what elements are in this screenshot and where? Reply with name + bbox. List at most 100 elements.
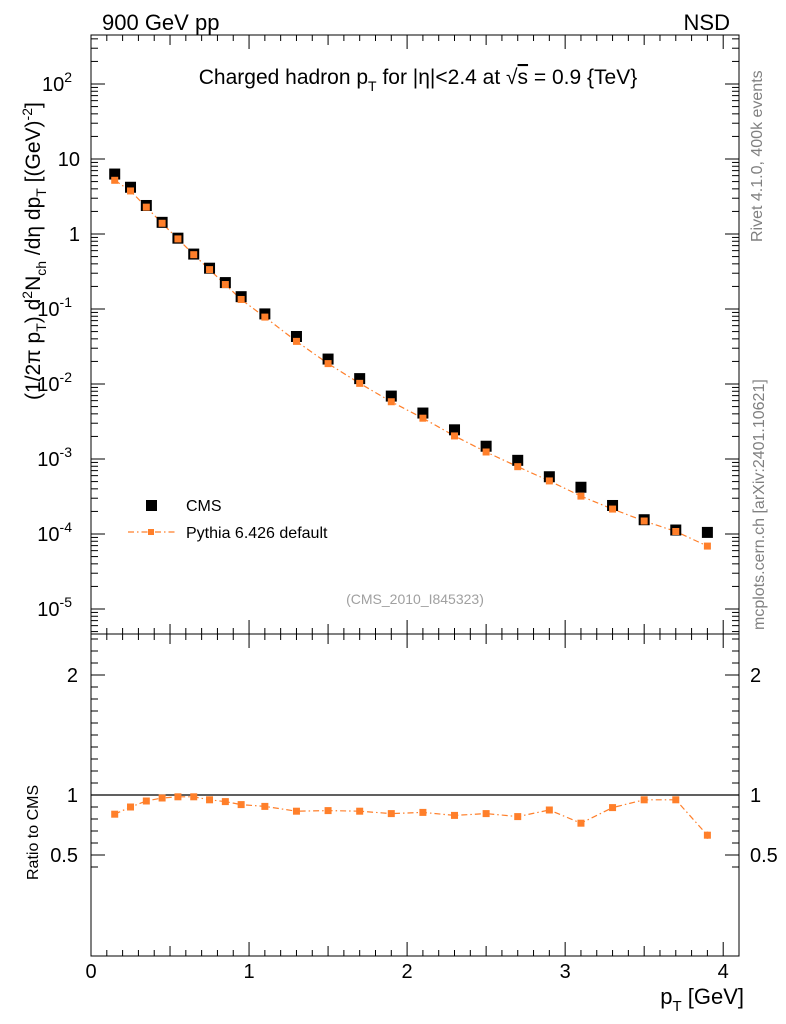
ratio-data-point	[577, 819, 585, 827]
main-ytick-label: 1	[69, 224, 80, 246]
cms-data-point	[449, 424, 461, 436]
ratio-data-marks	[111, 793, 711, 839]
main-ytick-label: 10-3	[37, 444, 72, 471]
pythia-data-point	[545, 477, 553, 485]
main-y-axis-label: (1/2π pT) d2Nch /dη dpT [(GeV)-2]	[19, 102, 49, 400]
pythia-data-point	[221, 281, 229, 289]
main-ytick-label: 10	[58, 149, 80, 171]
header-left: 900 GeV pp	[102, 10, 219, 35]
pythia-data-point	[609, 505, 617, 513]
ratio-data-point	[142, 797, 150, 805]
cms-data-point	[701, 526, 713, 538]
ratio-data-point	[609, 804, 617, 812]
pythia-data-point	[419, 414, 427, 422]
cms-data-point	[385, 390, 397, 402]
ratio-data-point	[237, 801, 245, 809]
header-right: NSD	[684, 10, 730, 35]
ratio-data-point	[451, 811, 459, 819]
pythia-data-point	[158, 219, 166, 227]
ratio-data-point	[387, 810, 395, 818]
ratio-data-point	[356, 807, 364, 815]
ratio-data-point	[111, 810, 119, 818]
ratio-data-point	[514, 813, 522, 821]
pythia-data-point	[127, 187, 135, 195]
pythia-data-point	[640, 517, 648, 525]
pythia-data-point	[514, 463, 522, 471]
x-tick-label: 3	[560, 961, 571, 983]
ratio-data-point	[545, 806, 553, 814]
pythia-data-point	[387, 398, 395, 406]
cms-data-point	[543, 471, 555, 483]
cms-data-point	[607, 499, 619, 511]
legend-label-pythia: Pythia 6.426 default	[186, 525, 328, 542]
x-tick-label: 0	[85, 961, 96, 983]
cms-data-point	[480, 440, 492, 452]
ratio-y-axis-label: Ratio to CMS	[25, 785, 42, 880]
pythia-data-point	[356, 379, 364, 387]
ratio-data-point	[190, 793, 198, 801]
cms-data-point	[354, 373, 366, 385]
ratio-ytick-label-left: 1	[67, 785, 78, 807]
pythia-data-point	[142, 203, 150, 211]
ratio-data-point	[206, 796, 214, 804]
cms-data-point	[512, 454, 524, 466]
pythia-data-point	[111, 176, 119, 184]
x-axis-label: pT [GeV]	[660, 984, 744, 1015]
pythia-data-point	[174, 235, 182, 243]
cms-data-point	[109, 168, 121, 180]
pythia-data-point	[292, 337, 300, 345]
main-ytick-label: 10-1	[37, 294, 72, 321]
ratio-data-point	[261, 802, 269, 810]
ratio-ytick-label-left: 2	[67, 665, 78, 687]
main-ytick-label: 102	[42, 69, 72, 96]
x-tick-label: 2	[402, 961, 413, 983]
main-plot-title: Charged hadron pT for |η|<2.4 at √s = 0.…	[199, 66, 637, 94]
pythia-data-point	[206, 266, 214, 274]
ratio-data-point	[127, 803, 135, 811]
ratio-ytick-label-right: 0.5	[750, 845, 778, 867]
pythia-data-point	[237, 295, 245, 303]
ratio-data-point	[158, 794, 166, 802]
legend-marker-cms	[146, 500, 157, 511]
ratio-data-point	[672, 796, 680, 804]
rivet-version-label: Rivet 4.1.0, 400k events	[749, 70, 766, 242]
pythia-data-point	[703, 542, 711, 550]
cms-data-point	[290, 330, 302, 342]
pythia-data-point	[261, 313, 269, 321]
x-tick-label: 1	[243, 961, 254, 983]
mcplots-label: mcplots.cern.ch [arXiv:2401.10621]	[751, 379, 768, 630]
pythia-data-point	[672, 527, 680, 535]
analysis-id-annotation: (CMS_2010_I845323)	[346, 591, 484, 607]
ratio-data-point	[703, 831, 711, 839]
ratio-data-point	[221, 798, 229, 806]
cms-data-point	[125, 181, 137, 193]
main-ytick-label: 10-4	[37, 519, 72, 546]
ratio-data-point	[174, 793, 182, 801]
ratio-axis-ticks: 0.5 0.5 1 1 2 2 0 1 2 3 4	[50, 634, 778, 983]
ratio-ytick-label-right: 1	[750, 785, 761, 807]
pythia-data-point	[482, 448, 490, 456]
main-axis-ticks: 10-5 10-4 10-3 10-2 10-1 1 10 102	[37, 35, 740, 634]
ratio-data-point	[292, 807, 300, 815]
main-data-marks	[109, 168, 713, 550]
main-ytick-label: 10-2	[37, 369, 72, 396]
ratio-data-point	[482, 810, 490, 818]
pythia-data-point	[451, 432, 459, 440]
ratio-data-point	[640, 796, 648, 804]
cms-data-point	[322, 353, 334, 365]
pythia-data-point	[324, 360, 332, 368]
ratio-ytick-label-left: 0.5	[50, 845, 78, 867]
pythia-data-point	[190, 251, 198, 259]
legend-label-cms: CMS	[186, 498, 222, 515]
pythia-series-line	[114, 179, 708, 547]
pythia-data-point	[577, 492, 585, 500]
cms-data-point	[575, 481, 587, 493]
ratio-series-line	[114, 796, 708, 836]
ratio-data-point	[419, 808, 427, 816]
main-ytick-label: 10-5	[37, 594, 72, 621]
legend-marker-pythia	[148, 529, 154, 535]
x-tick-label: 4	[718, 961, 729, 983]
cms-data-point	[417, 407, 429, 419]
ratio-ytick-label-right: 2	[750, 665, 761, 687]
